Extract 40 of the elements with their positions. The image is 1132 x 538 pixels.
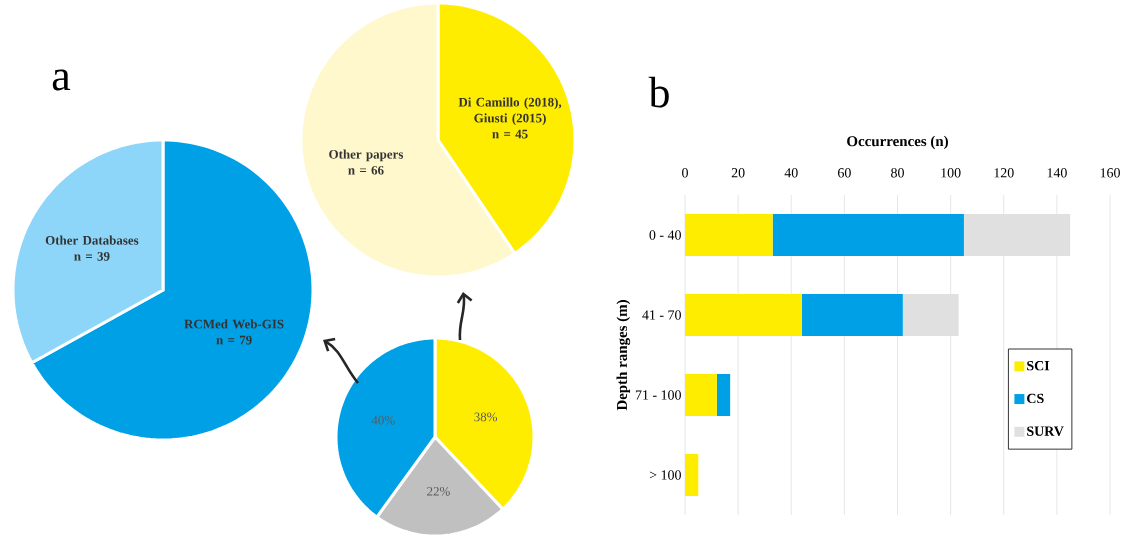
slice-label: Other Databases	[45, 235, 139, 245]
bar	[772, 214, 964, 256]
x-tick-label: 0	[682, 168, 688, 178]
bar	[963, 214, 1071, 256]
slice-label: RCMed Web-GIS	[184, 319, 284, 329]
data-label: 38%	[474, 412, 498, 422]
x-tick-label: 160	[1100, 168, 1120, 178]
data-label: n = 79	[216, 335, 252, 345]
legend-label: SCI	[1027, 361, 1050, 371]
x-tick-label: 100	[941, 168, 961, 178]
y-axis-title: Depth ranges (m)	[616, 300, 631, 411]
data-label: n = 66	[348, 165, 384, 175]
y-tick-label: 0 - 40	[649, 230, 681, 240]
y-tick-label: 71 - 100	[635, 390, 681, 400]
bar	[801, 294, 903, 336]
data-label: n = 39	[74, 251, 110, 261]
x-tick-label: 20	[731, 168, 745, 178]
data-label: 22%	[427, 486, 450, 496]
y-tick-label: 41 - 70	[642, 310, 681, 320]
bar	[685, 294, 802, 336]
x-axis-title: Occurrences (n)	[847, 135, 948, 150]
x-tick-label: 80	[891, 168, 904, 178]
bar	[685, 214, 773, 256]
x-tick-label: 120	[994, 168, 1014, 178]
x-tick-label: 60	[838, 168, 851, 178]
data-label: n = 45	[492, 129, 528, 139]
chart-title: b	[648, 76, 669, 108]
y-tick-label: > 100	[649, 470, 681, 480]
legend-label: SURV	[1027, 426, 1064, 436]
slice-label: Other papers	[329, 149, 404, 162]
x-tick-label: 140	[1047, 168, 1067, 178]
data-label: 40%	[371, 415, 395, 425]
bar	[902, 294, 959, 336]
slice-label: Di Camillo (2018), Giusti (2015)	[458, 97, 562, 126]
chart-title: a	[52, 69, 71, 91]
bar	[685, 374, 717, 416]
x-tick-label: 40	[784, 168, 798, 178]
bar	[685, 454, 699, 496]
bar	[716, 374, 731, 416]
legend-label: CS	[1027, 393, 1044, 404]
